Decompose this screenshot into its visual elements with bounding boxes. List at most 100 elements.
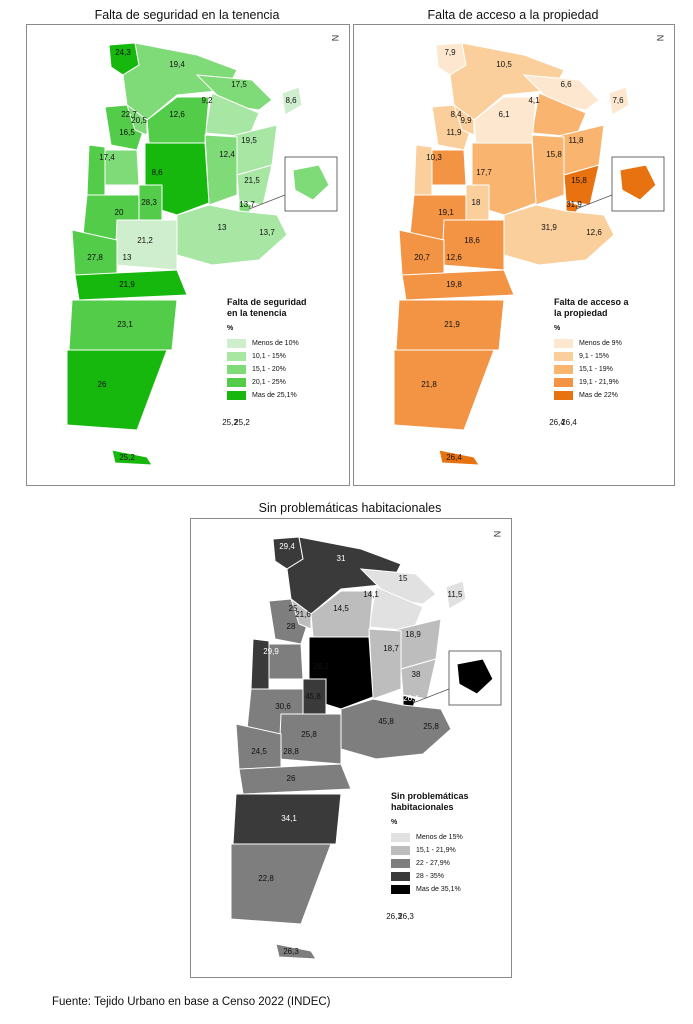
province-value-label: 12,6 [586, 228, 602, 237]
province-value-label: 21,6 [295, 610, 311, 619]
map-title-sin-problematicas: Sin problemáticas habitacionales [258, 501, 442, 515]
province-value-label: 45,8 [378, 717, 394, 726]
legend-swatch [227, 339, 246, 348]
legend-swatch [554, 378, 573, 387]
province-value-label: 9,9 [460, 116, 472, 125]
province-buenos-aires [340, 698, 452, 760]
legend-item: Menos de 15% [391, 831, 469, 844]
legend-item: 10,1 - 15% [227, 350, 307, 363]
legend-swatch [227, 352, 246, 361]
province-value-label: 11,5 [448, 590, 464, 599]
province-value-label: 28,8 [283, 747, 299, 756]
inset-caba [292, 164, 330, 201]
province-tierra-fuego [111, 449, 153, 466]
map-panel-sin-problematicas: 29,4 31 15 11,5 25 21,6 14,1 14,5 28 18,9 29,9 18,7… [190, 518, 512, 978]
map-panel-tenencia: 24,3 19,4 17,5 8,6 22,7 20,5 9,2 12,6 16,5 19,5 17… [26, 24, 350, 486]
legend-item: Menos de 9% [554, 337, 629, 350]
inset-leader-line [575, 194, 613, 210]
inset-box [448, 650, 502, 706]
province-value-label: 6,6 [560, 80, 572, 89]
legend-swatch [227, 378, 246, 387]
province-santa-fe [368, 628, 402, 700]
province-value-label: 45,8 [305, 692, 321, 701]
province-value-label: 19,4 [169, 60, 185, 69]
province-value-label: 14,1 [363, 590, 379, 599]
province-tucuman [453, 103, 475, 136]
province-value-label: 26,3 [283, 947, 299, 956]
province-rio-negro [238, 763, 352, 795]
legend-item: 15,1 - 20% [227, 363, 307, 376]
province-buenos-aires [503, 204, 615, 266]
legend-swatch [227, 365, 246, 374]
province-chubut [232, 793, 342, 845]
legend-item: Mas de 25,1% [227, 389, 307, 402]
north-arrow-icon: N [655, 34, 666, 42]
province-value-label: 18,9 [405, 630, 421, 639]
legend-sin-problematicas: Sin problemáticas habitacionales % Menos… [391, 791, 469, 896]
province-value-label: 18,7 [383, 644, 399, 653]
province-value-label: 17,7 [476, 168, 492, 177]
legend-tenencia: Falta de seguridad en la tenencia % Meno… [227, 297, 307, 402]
province-value-label: 14,5 [333, 604, 349, 613]
map-title-tenencia: Falta de seguridad en la tenencia [94, 8, 280, 22]
legend-propiedad: Falta de acceso a la propiedad % Menos d… [554, 297, 629, 402]
province-value-label: 10,5 [496, 60, 512, 69]
province-value-label: 13,7 [239, 200, 255, 209]
province-tucuman [290, 597, 312, 630]
legend-swatch [554, 391, 573, 400]
province-value-label: 26,2 [313, 662, 329, 671]
province-misiones [608, 86, 630, 116]
province-value-label: 6,1 [498, 110, 510, 119]
province-value-label: 29,9 [263, 647, 279, 656]
province-salta [449, 42, 565, 121]
province-chubut [68, 299, 178, 351]
province-misiones [281, 86, 303, 116]
legend-swatch [554, 352, 573, 361]
province-value-label: 12,4 [219, 150, 235, 159]
province-value-label: 38 [412, 670, 421, 679]
province-value-label: 22,8 [258, 874, 274, 883]
province-value-label: 20 [115, 208, 124, 217]
map-panel-propiedad: 7,9 10,5 6,6 7,6 8,4 9,9 4,1 6,1 11,9 11,8 10,3 15,… [353, 24, 675, 486]
legend-item: Mas de 35,1% [391, 883, 469, 896]
province-value-label: 30,6 [275, 702, 291, 711]
province-value-label: 17,5 [231, 80, 247, 89]
province-group [66, 42, 303, 466]
province-santa-fe [531, 134, 565, 206]
province-value-label: 28 [287, 622, 296, 631]
province-value-label: 8,6 [285, 96, 297, 105]
province-misiones [445, 580, 467, 610]
province-entre-rios [563, 164, 600, 206]
province-salta [122, 42, 238, 121]
province-value-label: 31,9 [541, 223, 557, 232]
province-value-label: 13,7 [259, 228, 275, 237]
map-tenencia: 24,3 19,4 17,5 8,6 22,720,5 9,2 12,6 16,5 19,5 17… [66, 42, 338, 466]
province-value-label: 27,8 [87, 253, 103, 262]
legend-swatch [554, 339, 573, 348]
province-la-pampa [441, 219, 505, 271]
inset-caba [456, 658, 494, 695]
inset-leader-line [412, 688, 450, 704]
province-value-label: 19,1 [438, 208, 454, 217]
source-note: Fuente: Tejido Urbano en base a Censo 20… [52, 996, 331, 1008]
legend-item: Menos de 10% [227, 337, 307, 350]
province-value-label: 7,6 [612, 96, 624, 105]
province-tierra-fuego [275, 943, 317, 960]
inset-box [611, 156, 665, 212]
province-santa-cruz [230, 843, 332, 925]
province-value-label: 4,1 [528, 96, 540, 105]
legend-title: Falta de seguridad en la tenencia [227, 297, 307, 318]
province-group [230, 536, 467, 960]
inset-leader-line [248, 194, 286, 210]
province-salta [286, 536, 402, 615]
province-value-label: 12,6 [169, 110, 185, 119]
province-value-label: 21,9 [119, 280, 135, 289]
province-santa-fe [204, 134, 238, 206]
province-value-label: 21,9 [444, 320, 460, 329]
province-value-label: 21,8 [421, 380, 437, 389]
province-value-label: 16,5 [119, 128, 135, 137]
legend-swatch [227, 391, 246, 400]
province-la-pampa [278, 713, 342, 765]
north-arrow-icon: N [330, 34, 341, 42]
legend-swatch [391, 859, 410, 868]
